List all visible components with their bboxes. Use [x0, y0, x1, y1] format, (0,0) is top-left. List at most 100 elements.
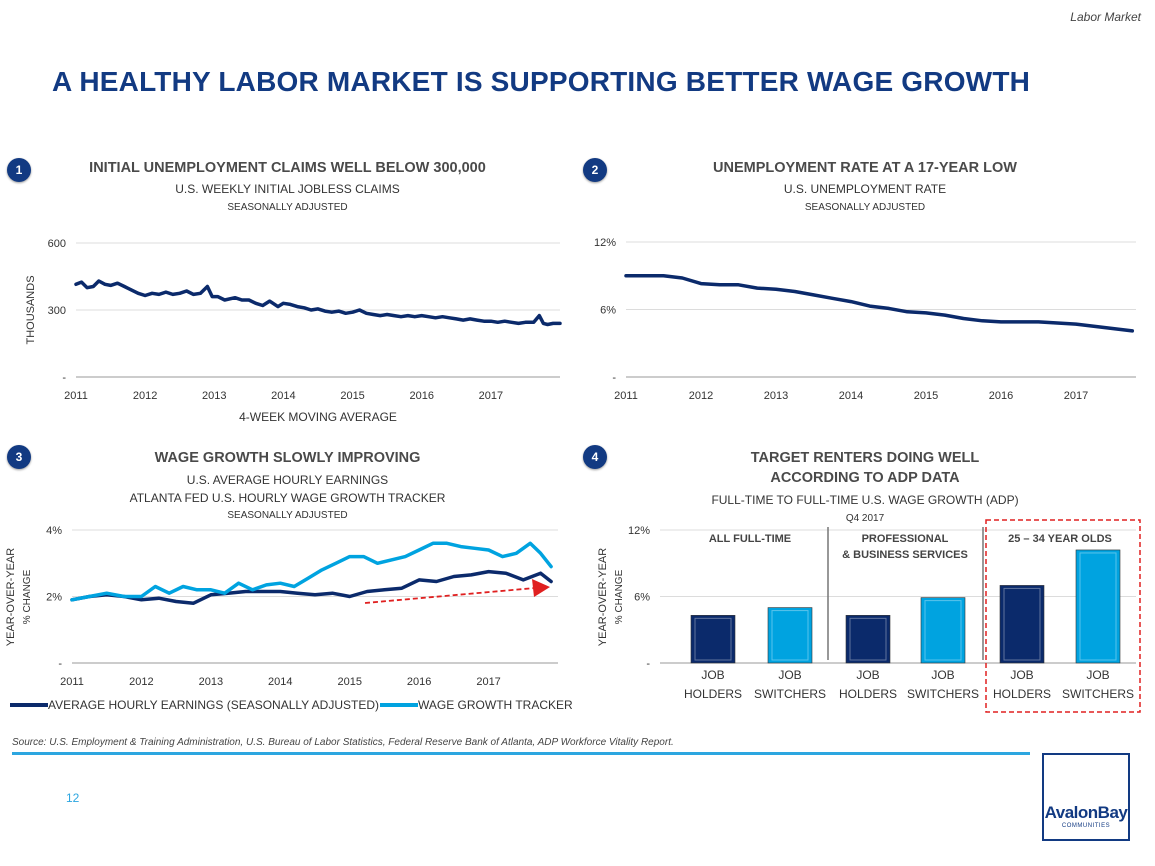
adp-bar-bevel-4	[924, 600, 962, 661]
adp-category-label-2: JOB	[778, 668, 801, 682]
unemployment-ytick-label: 6%	[600, 305, 616, 317]
unemployment-ytick-label: -	[612, 372, 616, 384]
wage-ylabel-line-2: % CHANGE	[22, 569, 33, 624]
claims-xtick-label: 2017	[479, 390, 503, 402]
adp-category-label-5: HOLDERS	[993, 687, 1051, 701]
adp-ytick-label: -	[646, 658, 650, 670]
wage-ytick-label: 2%	[46, 592, 62, 604]
legend-label-earnings: AVERAGE HOURLY EARNINGS (SEASONALLY ADJU…	[48, 698, 379, 712]
panel-1-title: INITIAL UNEMPLOYMENT CLAIMS WELL BELOW 3…	[89, 160, 486, 176]
wage-trend-arrow-line	[364, 587, 536, 604]
adp-bar-1	[690, 615, 736, 664]
adp-category-label-3: HOLDERS	[839, 687, 897, 701]
claims-line-chart: - 300 600 2011 2012 2013 2014 2015 2016 2017 THOUS…	[25, 238, 562, 424]
source-note: Source: U.S. Employment & Training Admin…	[12, 737, 674, 748]
panel-3-subtitle-b: ATLANTA FED U.S. HOURLY WAGE GROWTH TRAC…	[129, 491, 446, 505]
adp-bar-chart: - 6% 12% YEAR-OVER-YEAR % CHANGE ALL FULL-TIM…	[597, 519, 1141, 713]
unemployment-xtick-label: 2011	[614, 390, 638, 402]
wage-xtick-label: 2017	[476, 676, 500, 688]
adp-bar-6	[1075, 549, 1121, 664]
panel-4-title-b: ACCORDING TO ADP DATA	[770, 470, 960, 486]
adp-category-label-3: JOB	[856, 668, 879, 682]
adp-bar-3	[845, 615, 891, 664]
adp-highlight-box	[985, 519, 1141, 713]
unemployment-series-line-1	[624, 274, 1135, 333]
claims-ytick-label: 600	[48, 238, 66, 250]
adp-bar-bevel-2	[771, 610, 809, 661]
panel-3-subtitle: U.S. AVERAGE HOURLY EARNINGS	[186, 473, 389, 487]
wage-xtick-label: 2011	[60, 676, 84, 688]
adp-bar-4	[920, 597, 966, 664]
claims-xtick-label: 2013	[202, 390, 226, 402]
adp-bar-bevel-6	[1079, 552, 1117, 661]
adp-group-label-2: PROFESSIONAL	[862, 533, 949, 545]
adp-bar-bevel-3	[849, 617, 887, 661]
wage-xtick-label: 2014	[268, 676, 292, 688]
claims-xlabel: 4-WEEK MOVING AVERAGE	[239, 410, 397, 424]
logo-name: AvalonBay	[1044, 803, 1128, 822]
adp-group-label-1: ALL FULL-TIME	[709, 533, 791, 545]
claims-xtick-label: 2012	[133, 390, 157, 402]
claims-series-line-1	[74, 279, 562, 327]
adp-category-label-4: SWITCHERS	[907, 687, 979, 701]
section-tag: Labor Market	[1070, 10, 1141, 24]
adp-ytick-label: 6%	[634, 592, 650, 604]
claims-xtick-label: 2016	[409, 390, 433, 402]
claims-ytick-label: 300	[48, 305, 66, 317]
adp-category-label-4: JOB	[931, 668, 954, 682]
adp-bar-bevel-5	[1003, 587, 1041, 661]
legend-label-tracker: WAGE GROWTH TRACKER	[418, 698, 573, 712]
wage-xtick-label: 2013	[199, 676, 223, 688]
unemployment-ytick-label: 12%	[594, 237, 616, 249]
panel-2-subtitle: U.S. UNEMPLOYMENT RATE	[783, 182, 947, 196]
wage-series-line-1	[70, 569, 553, 605]
wage-xtick-label: 2012	[129, 676, 153, 688]
logo-subtitle: COMMUNITIES	[1061, 823, 1111, 829]
unemployment-line-chart: - 6% 12% 2011 2012 2013 2014 2015 2016 2017	[594, 237, 1136, 402]
adp-bar-bevel-1	[694, 617, 732, 661]
panel-1-badge: 1	[7, 158, 31, 182]
adp-category-label-6: SWITCHERS	[1062, 687, 1134, 701]
wage-ytick-label: -	[58, 658, 62, 670]
adp-bar-5	[999, 585, 1045, 664]
wage-trend-arrow-head	[532, 579, 550, 597]
adp-ylabel-line-2: % CHANGE	[614, 569, 625, 624]
panel-4-subtitle: FULL-TIME TO FULL-TIME U.S. WAGE GROWTH …	[711, 493, 1019, 507]
wage-xtick-label: 2015	[337, 676, 361, 688]
unemployment-xtick-label: 2014	[839, 390, 863, 402]
wage-ytick-label: 4%	[46, 525, 62, 537]
company-logo: AvalonBay COMMUNITIES	[1042, 753, 1130, 841]
footer-divider	[12, 752, 1030, 755]
unemployment-xtick-label: 2012	[689, 390, 713, 402]
claims-ytick-label: -	[62, 372, 66, 384]
wage-growth-line-chart: - 2% 4% 2011 2012 2013 2014 2015 2016 2017 YEAR-OV…	[5, 525, 573, 712]
adp-category-label-5: JOB	[1010, 668, 1033, 682]
claims-xtick-label: 2014	[271, 390, 295, 402]
adp-category-label-1: JOB	[701, 668, 724, 682]
panel-2-badge: 2	[583, 158, 607, 182]
adp-group-label-3: 25 – 34 YEAR OLDS	[1008, 533, 1112, 545]
panel-1-subtitle-2: SEASONALLY ADJUSTED	[227, 202, 348, 213]
page-number: 12	[66, 791, 80, 805]
adp-ylabel-line-1: YEAR-OVER-YEAR	[597, 548, 609, 646]
adp-ytick-label: 12%	[628, 525, 650, 537]
unemployment-xtick-label: 2016	[989, 390, 1013, 402]
adp-category-label-6: JOB	[1086, 668, 1109, 682]
adp-bar-2	[767, 607, 813, 664]
wage-xtick-label: 2016	[407, 676, 431, 688]
adp-group-label-2: & BUSINESS SERVICES	[842, 549, 968, 561]
panel-3-title: WAGE GROWTH SLOWLY IMPROVING	[154, 450, 421, 466]
panel-4-title: TARGET RENTERS DOING WELL	[750, 450, 980, 466]
claims-ylabel: THOUSANDS	[25, 275, 37, 344]
claims-xtick-label: 2011	[64, 390, 88, 402]
panel-4-badge: 4	[583, 445, 607, 469]
panel-2-title: UNEMPLOYMENT RATE AT A 17-YEAR LOW	[713, 160, 1017, 176]
panel-4-subtitle-2: Q4 2017	[845, 513, 885, 524]
wage-ylabel-line-1: YEAR-OVER-YEAR	[5, 548, 17, 646]
panel-1-subtitle: U.S. WEEKLY INITIAL JOBLESS CLAIMS	[175, 182, 400, 196]
panel-2-subtitle-2: SEASONALLY ADJUSTED	[804, 202, 926, 213]
adp-category-label-2: SWITCHERS	[754, 687, 826, 701]
page-title: A HEALTHY LABOR MARKET IS SUPPORTING BET…	[52, 66, 1031, 97]
unemployment-xtick-label: 2015	[914, 390, 938, 402]
panel-3-badge: 3	[7, 445, 31, 469]
